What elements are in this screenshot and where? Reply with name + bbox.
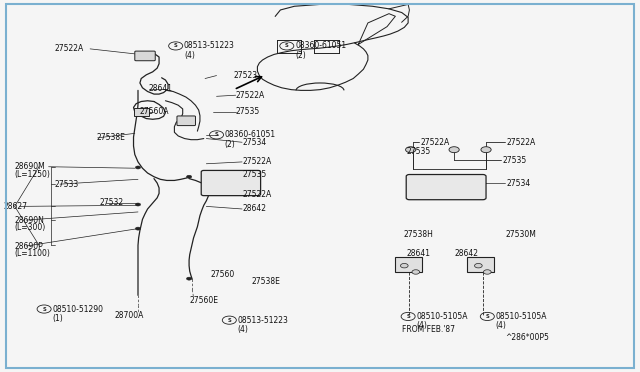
FancyBboxPatch shape — [135, 51, 156, 61]
Text: 28700A: 28700A — [115, 311, 144, 320]
Circle shape — [136, 166, 141, 169]
Text: 27522A: 27522A — [420, 138, 449, 147]
Circle shape — [186, 277, 191, 280]
Text: 08360-61051: 08360-61051 — [225, 130, 276, 140]
Text: S: S — [285, 44, 289, 48]
Text: (2): (2) — [225, 140, 236, 149]
Text: (4): (4) — [495, 321, 506, 330]
Text: 28642: 28642 — [242, 205, 266, 214]
Text: 27522A: 27522A — [242, 190, 271, 199]
Text: 08513-51223: 08513-51223 — [237, 316, 289, 325]
Text: 27534: 27534 — [242, 138, 266, 147]
Text: S: S — [486, 314, 489, 319]
Circle shape — [406, 147, 416, 153]
Text: (2): (2) — [295, 51, 306, 60]
Text: (L=1100): (L=1100) — [15, 249, 51, 258]
Text: 27535: 27535 — [502, 155, 526, 164]
Circle shape — [136, 227, 141, 230]
Text: S: S — [227, 318, 231, 323]
Text: (4): (4) — [417, 321, 428, 330]
Text: FROM FEB.'87: FROM FEB.'87 — [402, 325, 455, 334]
FancyBboxPatch shape — [467, 257, 493, 272]
Text: S: S — [214, 132, 218, 137]
Text: 27538E: 27538E — [97, 133, 125, 142]
Text: 28690N: 28690N — [15, 216, 45, 225]
Circle shape — [481, 147, 491, 153]
Text: 27538H: 27538H — [403, 230, 433, 239]
Text: 27522A: 27522A — [506, 138, 536, 147]
FancyBboxPatch shape — [406, 174, 486, 200]
Text: S: S — [174, 44, 177, 48]
Text: 27560: 27560 — [210, 270, 234, 279]
Circle shape — [401, 263, 408, 268]
Text: 27523: 27523 — [234, 71, 258, 80]
Text: 27534: 27534 — [506, 179, 531, 187]
Text: 27535: 27535 — [242, 170, 266, 179]
Text: 27533: 27533 — [55, 180, 79, 189]
Text: 27522A: 27522A — [236, 91, 265, 100]
Text: (4): (4) — [237, 325, 248, 334]
Text: ^286*00P5: ^286*00P5 — [505, 333, 549, 342]
Text: 27522A: 27522A — [54, 44, 84, 53]
Text: (L=300): (L=300) — [15, 223, 46, 232]
Text: 27538E: 27538E — [252, 277, 280, 286]
Text: 28690M: 28690M — [15, 162, 45, 171]
Text: 08510-51290: 08510-51290 — [52, 305, 104, 314]
Text: (4): (4) — [184, 51, 195, 60]
Text: (1): (1) — [52, 314, 63, 323]
Text: 28690P: 28690P — [15, 241, 44, 250]
Text: 28641: 28641 — [149, 84, 173, 93]
Text: 28627: 28627 — [4, 202, 28, 211]
Text: 27522A: 27522A — [242, 157, 271, 166]
Circle shape — [412, 270, 420, 274]
Text: S: S — [42, 307, 46, 311]
Text: 28642: 28642 — [454, 249, 478, 258]
Circle shape — [483, 270, 491, 274]
Text: 08513-51223: 08513-51223 — [184, 41, 235, 51]
Text: 27535: 27535 — [236, 108, 260, 116]
FancyBboxPatch shape — [134, 108, 149, 116]
Text: 27560E: 27560E — [189, 296, 219, 305]
Circle shape — [136, 203, 141, 206]
Text: 08510-5105A: 08510-5105A — [417, 312, 468, 321]
FancyBboxPatch shape — [396, 257, 422, 272]
Text: 08510-5105A: 08510-5105A — [495, 312, 547, 321]
Text: 08360-61051: 08360-61051 — [295, 41, 346, 51]
FancyBboxPatch shape — [201, 170, 260, 196]
Circle shape — [449, 147, 460, 153]
Text: 27530M: 27530M — [505, 230, 536, 239]
FancyBboxPatch shape — [177, 116, 195, 126]
Text: 27535: 27535 — [406, 147, 431, 156]
Text: (L=1250): (L=1250) — [15, 170, 51, 179]
Text: 28641: 28641 — [406, 249, 430, 258]
Text: 27560A: 27560A — [140, 108, 170, 116]
Text: S: S — [406, 314, 410, 319]
Circle shape — [186, 175, 191, 178]
Text: 27532: 27532 — [100, 198, 124, 207]
Circle shape — [474, 263, 482, 268]
